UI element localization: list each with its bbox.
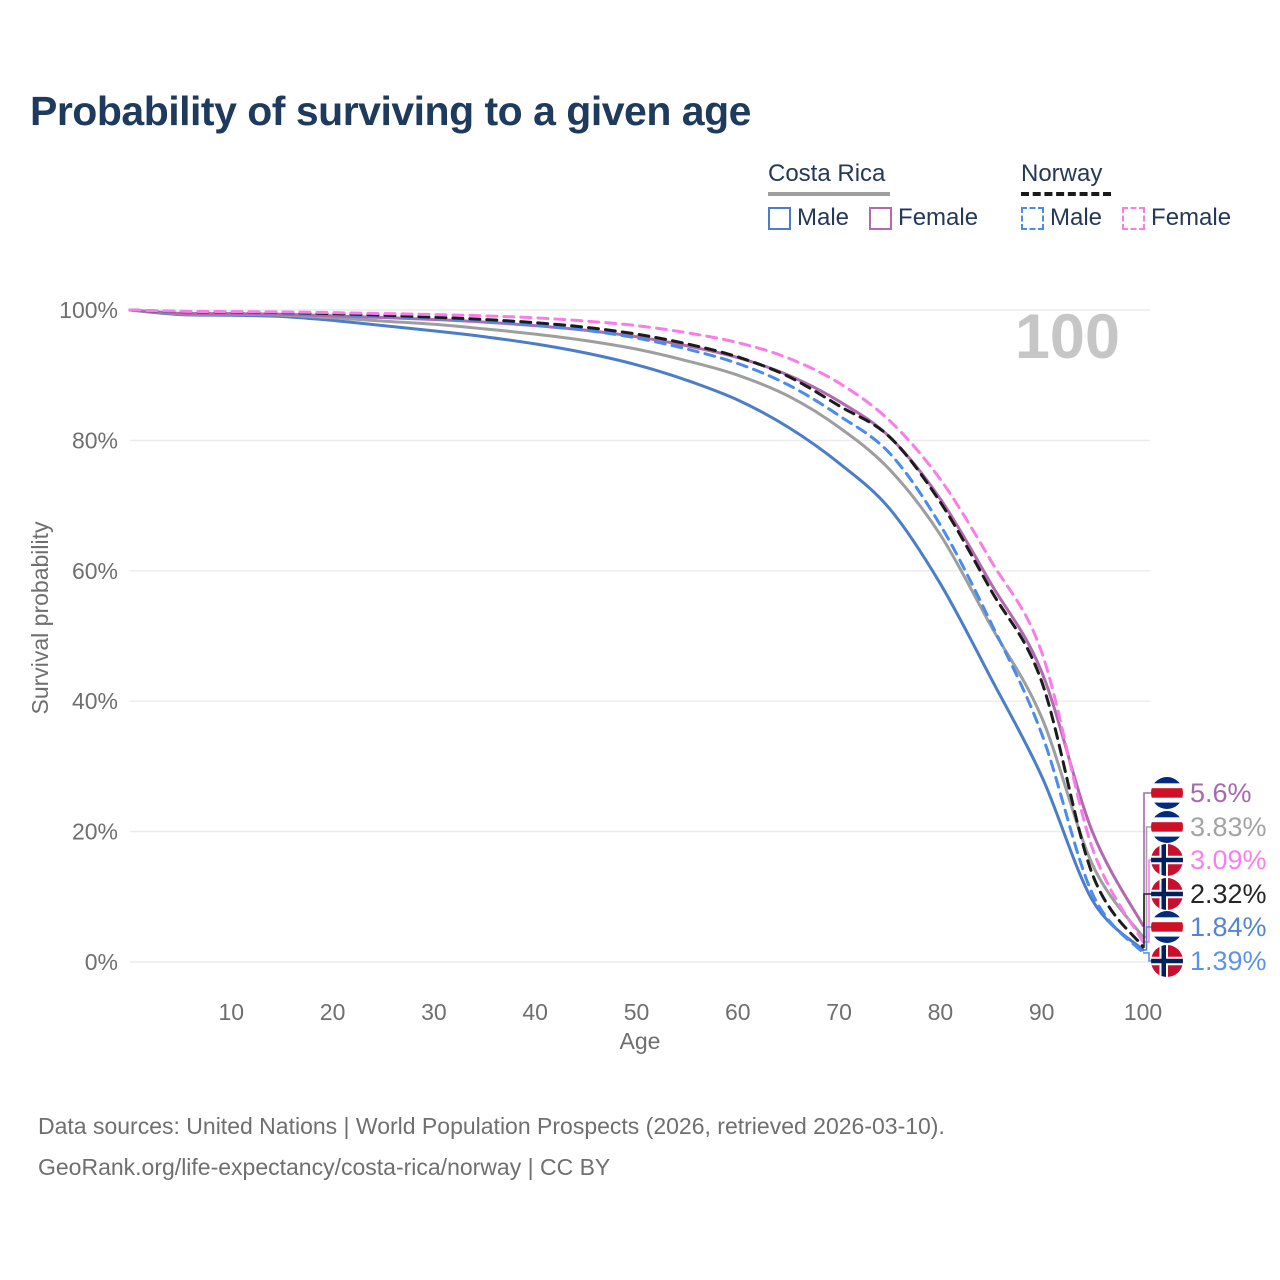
x-tick-label-30: 30	[421, 999, 447, 1025]
legend-swatch-icon	[768, 206, 791, 230]
series-line-norway[interactable]	[128, 308, 1145, 949]
end-label-leader-line	[1143, 926, 1151, 951]
legend-country-label[interactable]: Costa Rica	[768, 160, 886, 187]
end-label-norway: 2.32%	[1190, 879, 1267, 909]
x-tick-label-60: 60	[725, 999, 751, 1025]
end-label-leader-line	[1143, 952, 1151, 962]
series-line-norway-male[interactable]	[128, 308, 1145, 955]
legend-country-line-swatch	[1021, 192, 1111, 196]
costa-rica-flag-icon	[1151, 811, 1183, 843]
legend-item-label: Male	[1050, 204, 1103, 231]
x-tick-label-20: 20	[320, 999, 346, 1025]
legend: Costa Rica Male Female Norway Male Female	[0, 160, 1280, 250]
y-tick-label-80: 80%	[72, 427, 118, 453]
x-axis-title: Age	[620, 1028, 661, 1054]
end-label-costa-rica: 3.83%	[1190, 812, 1267, 842]
end-label-norway-male: 1.39%	[1190, 946, 1267, 976]
series-line-norway-female[interactable]	[128, 308, 1145, 944]
legend-country-label[interactable]: Norway	[1021, 160, 1103, 187]
age-indicator-watermark: 100	[1015, 302, 1120, 372]
end-label-costa-rica-female: 5.6%	[1190, 778, 1252, 808]
legend-item-costa-rica-male[interactable]: Male	[768, 204, 849, 232]
x-tick-label-100: 100	[1124, 999, 1162, 1025]
series-line-costa-rica-female[interactable]	[128, 308, 1145, 927]
legend-swatch-icon	[1122, 206, 1146, 230]
end-label-norway-female: 3.09%	[1190, 845, 1267, 875]
legend-swatch-icon	[869, 206, 893, 230]
legend-item-label: Female	[898, 204, 979, 231]
page-title: Probability of surviving to a given age	[30, 88, 751, 134]
legend-item-norway-male[interactable]: Male	[1021, 204, 1102, 232]
footer: Data sources: United Nations | World Pop…	[38, 1106, 945, 1188]
x-tick-label-80: 80	[928, 999, 954, 1025]
x-tick-label-10: 10	[219, 999, 245, 1025]
x-tick-label-70: 70	[826, 999, 852, 1025]
costa-rica-flag-icon	[1151, 777, 1183, 809]
survival-chart: 0% 20% 40% 60% 80% 100% 100 10 20 30 40 50 60 70 80 90 1…	[27, 297, 1267, 1054]
legend-group-norway: Norway Male Female	[1021, 160, 1231, 232]
legend-item-norway-female[interactable]: Female	[1122, 204, 1231, 232]
y-tick-label-20: 20%	[72, 819, 118, 845]
y-tick-label-40: 40%	[72, 688, 118, 714]
legend-swatch-icon	[1021, 206, 1044, 230]
x-tick-label-90: 90	[1029, 999, 1055, 1025]
norway-flag-icon	[1151, 844, 1183, 876]
norway-flag-icon	[1151, 878, 1183, 910]
series-line-costa-rica-male[interactable]	[128, 308, 1145, 952]
legend-country-line-swatch	[768, 192, 890, 196]
y-axis-title: Survival probability	[27, 521, 53, 715]
footer-attribution-link[interactable]: GeoRank.org/life-expectancy/costa-rica/n…	[38, 1154, 611, 1180]
legend-group-costa-rica: Costa Rica Male Female	[768, 160, 978, 232]
x-tick-label-40: 40	[522, 999, 548, 1025]
y-tick-label-60: 60%	[72, 558, 118, 584]
y-tick-label-0: 0%	[85, 949, 118, 975]
legend-item-costa-rica-female[interactable]: Female	[869, 204, 978, 232]
legend-item-label: Male	[797, 204, 850, 231]
end-label-leader-line	[1143, 893, 1151, 948]
x-tick-label-50: 50	[624, 999, 650, 1025]
legend-item-label: Female	[1151, 204, 1232, 231]
y-tick-label-100: 100%	[59, 297, 118, 323]
end-label-costa-rica-male: 1.84%	[1190, 912, 1267, 942]
norway-flag-icon	[1151, 945, 1183, 977]
footer-data-sources: Data sources: United Nations | World Pop…	[38, 1113, 945, 1139]
costa-rica-flag-icon	[1151, 911, 1183, 943]
